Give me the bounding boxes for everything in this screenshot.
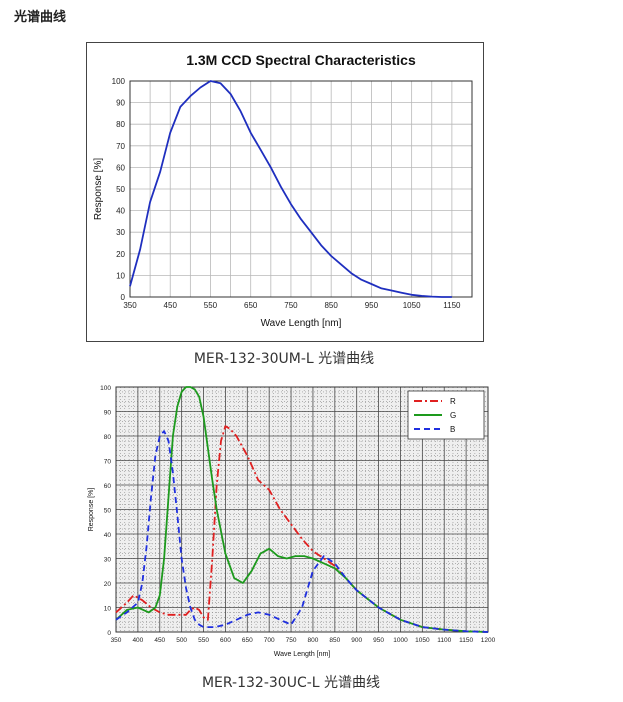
y-tick-label: 50: [104, 508, 112, 515]
legend: RGB: [407, 390, 485, 440]
y-tick-label: 10: [116, 271, 125, 280]
x-tick-label: 750: [284, 301, 298, 310]
y-tick-label: 0: [121, 293, 126, 302]
x-tick-label: 600: [220, 637, 231, 644]
color-chart-caption: MER-132-30UC-L 光谱曲线: [201, 675, 381, 691]
x-tick-label: 650: [244, 301, 258, 310]
x-tick-label: 1150: [443, 301, 461, 310]
x-tick-label: 650: [242, 637, 253, 644]
series-line-r: [115, 425, 489, 633]
x-axis-label: Wave Length [nm]: [261, 318, 342, 329]
mono-chart-caption: MER-132-30UM-L 光谱曲线: [193, 351, 375, 367]
y-tick-label: 30: [104, 557, 112, 564]
color-spectral-chart-svg: 350 400 450 500 550 600 650 700 750 800 850 900 950 1…: [88, 385, 496, 658]
mono-spectral-chart: 350 450 550 650 750 850 950 1050 1150 0 10 20 30 40 50…: [86, 42, 484, 342]
y-tick-label: 80: [116, 120, 125, 129]
x-tick-label: 850: [324, 301, 338, 310]
y-tick-label: 100: [100, 385, 111, 392]
x-tick-label: 750: [286, 637, 297, 644]
y-tick-label: 40: [104, 532, 112, 539]
legend-label: G: [450, 411, 456, 420]
x-tick-label: 1050: [403, 301, 421, 310]
y-axis-label: Response [%]: [93, 158, 104, 220]
y-tick-label: 30: [116, 228, 125, 237]
x-tick-label: 1150: [459, 637, 473, 644]
x-tick-label: 1200: [481, 637, 496, 644]
y-tick-label: 50: [116, 185, 125, 194]
x-tick-label: 1000: [393, 637, 408, 644]
y-tick-label: 70: [104, 459, 112, 466]
x-tick-label: 700: [264, 637, 275, 644]
x-tick-label: 400: [132, 637, 143, 644]
y-tick-label: 10: [104, 606, 112, 613]
legend-label: R: [450, 397, 456, 406]
color-spectral-chart: 350 400 450 500 550 600 650 700 750 800 850 900 950 1…: [86, 376, 496, 664]
x-tick-label: 1050: [415, 637, 430, 644]
x-tick-label: 450: [154, 637, 165, 644]
major-grid: [115, 386, 489, 633]
y-tick-label: 60: [116, 163, 125, 172]
y-tick-label: 70: [116, 142, 125, 151]
y-tick-label: 40: [116, 207, 125, 216]
x-tick-label: 900: [351, 637, 362, 644]
page-heading: 光谱曲线: [14, 9, 67, 24]
y-tick-label: 90: [116, 99, 125, 108]
x-tick-label: 450: [164, 301, 178, 310]
y-tick-label: 60: [104, 483, 112, 490]
series-line-1: [129, 80, 452, 298]
x-axis-label: Wave Length [nm]: [274, 651, 331, 658]
y-tick-label: 20: [104, 581, 112, 588]
x-tick-label: 500: [176, 637, 187, 644]
x-tick-label: 950: [365, 301, 379, 310]
plot-frame: [115, 386, 489, 633]
x-tick-label: 950: [373, 637, 384, 644]
x-tick-label: 550: [198, 637, 209, 644]
legend-label: B: [450, 425, 455, 434]
x-tick-label: 350: [123, 301, 137, 310]
y-tick-label: 100: [112, 77, 126, 86]
y-axis-label: Response [%]: [88, 488, 95, 532]
y-tick-label: 90: [104, 410, 112, 417]
y-tick-label: 0: [107, 630, 111, 637]
series-line-b: [115, 430, 489, 633]
y-tick-label: 80: [104, 434, 112, 441]
x-tick-label: 350: [111, 637, 122, 644]
mono-spectral-chart-svg: 350 450 550 650 750 850 950 1050 1150 0 10 20 30 40 50…: [93, 52, 473, 329]
chart-title: 1.3M CCD Spectral Characteristics: [186, 52, 416, 68]
x-tick-label: 800: [308, 637, 319, 644]
x-tick-label: 850: [329, 637, 340, 644]
plot-frame: [129, 80, 473, 298]
x-tick-label: 550: [204, 301, 218, 310]
major-grid: [129, 80, 473, 298]
x-tick-label: 1100: [437, 637, 451, 644]
y-tick-label: 20: [116, 250, 125, 259]
